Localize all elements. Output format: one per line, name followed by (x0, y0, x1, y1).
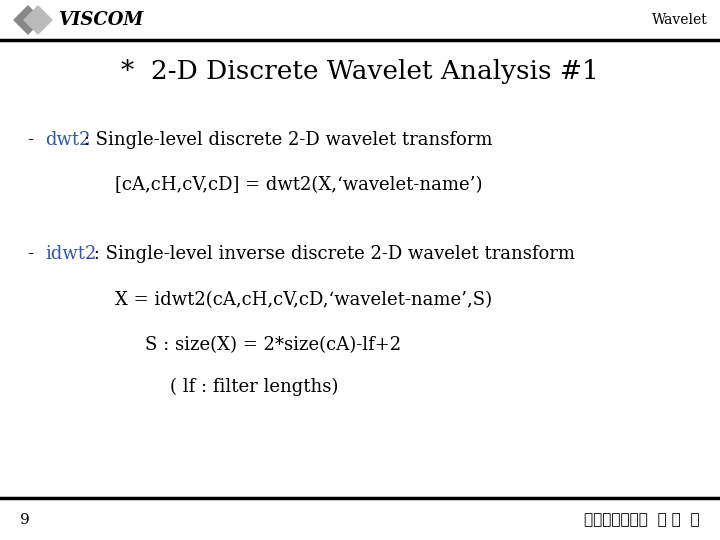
Text: ( lf : filter lengths): ( lf : filter lengths) (170, 378, 338, 396)
Text: 영상통신연구실  박 원  배: 영상통신연구실 박 원 배 (585, 512, 700, 528)
Text: : Single-level discrete 2-D wavelet transform: : Single-level discrete 2-D wavelet tran… (78, 131, 492, 149)
Text: dwt2: dwt2 (45, 131, 91, 149)
Text: S : size(X) = 2*size(cA)-lf+2: S : size(X) = 2*size(cA)-lf+2 (145, 336, 401, 354)
Text: *  2-D Discrete Wavelet Analysis #1: * 2-D Discrete Wavelet Analysis #1 (121, 59, 599, 84)
Polygon shape (24, 6, 52, 34)
Text: VISCOM: VISCOM (58, 11, 143, 29)
Text: [cA,cH,cV,cD] = dwt2(X,‘wavelet-name’): [cA,cH,cV,cD] = dwt2(X,‘wavelet-name’) (115, 176, 482, 194)
Text: Wavelet: Wavelet (652, 13, 708, 27)
Text: X = idwt2(cA,cH,cV,cD,‘wavelet-name’,S): X = idwt2(cA,cH,cV,cD,‘wavelet-name’,S) (115, 291, 492, 309)
Text: -: - (28, 131, 40, 149)
Text: : Single-level inverse discrete 2-D wavelet transform: : Single-level inverse discrete 2-D wave… (88, 245, 575, 263)
Text: -: - (28, 245, 40, 263)
Polygon shape (14, 6, 42, 34)
Text: idwt2: idwt2 (45, 245, 96, 263)
Text: 9: 9 (20, 513, 30, 527)
